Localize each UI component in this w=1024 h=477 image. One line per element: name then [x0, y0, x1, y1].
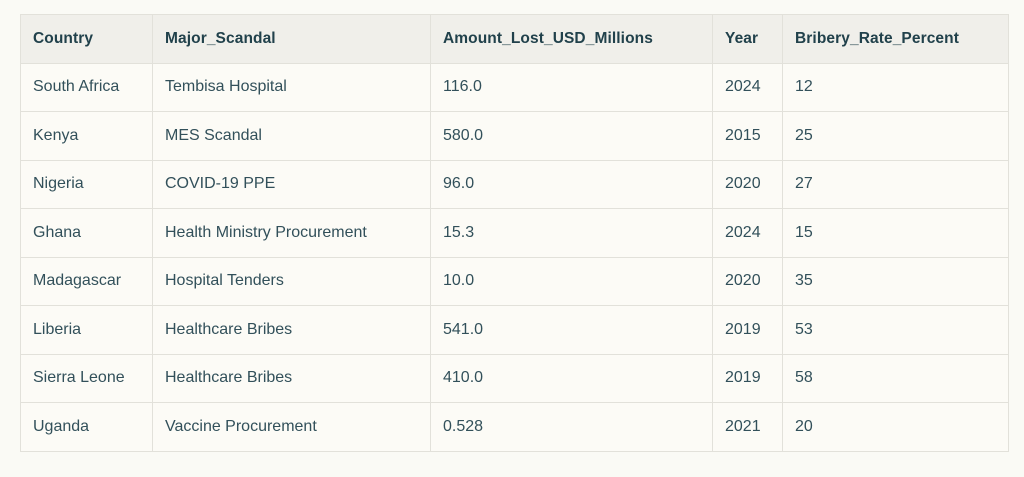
cell-year: 2021 — [712, 402, 783, 452]
cell-year: 2015 — [712, 111, 783, 161]
cell-amount-lost: 96.0 — [430, 159, 713, 209]
table-body: South Africa Tembisa Hospital 116.0 2024… — [20, 62, 1009, 452]
column-header-year: Year — [712, 14, 783, 64]
column-header-major-scandal: Major_Scandal — [152, 14, 431, 64]
table-row: Liberia Healthcare Bribes 541.0 2019 53 — [20, 305, 1009, 355]
cell-major-scandal: Tembisa Hospital — [152, 62, 431, 112]
cell-major-scandal: Healthcare Bribes — [152, 305, 431, 355]
cell-major-scandal: Healthcare Bribes — [152, 353, 431, 403]
cell-major-scandal: MES Scandal — [152, 111, 431, 161]
cell-bribery-rate: 15 — [782, 208, 1009, 258]
cell-amount-lost: 10.0 — [430, 256, 713, 306]
cell-amount-lost: 580.0 — [430, 111, 713, 161]
cell-bribery-rate: 25 — [782, 111, 1009, 161]
cell-bribery-rate: 12 — [782, 62, 1009, 112]
cell-amount-lost: 541.0 — [430, 305, 713, 355]
cell-country: Liberia — [20, 305, 153, 355]
cell-year: 2024 — [712, 208, 783, 258]
cell-major-scandal: COVID-19 PPE — [152, 159, 431, 209]
cell-major-scandal: Health Ministry Procurement — [152, 208, 431, 258]
column-header-bribery-rate: Bribery_Rate_Percent — [782, 14, 1009, 64]
cell-year: 2019 — [712, 353, 783, 403]
table-row: Nigeria COVID-19 PPE 96.0 2020 27 — [20, 159, 1009, 209]
cell-year: 2019 — [712, 305, 783, 355]
cell-amount-lost: 0.528 — [430, 402, 713, 452]
cell-year: 2020 — [712, 256, 783, 306]
cell-year: 2024 — [712, 62, 783, 112]
cell-bribery-rate: 53 — [782, 305, 1009, 355]
cell-major-scandal: Vaccine Procurement — [152, 402, 431, 452]
column-header-country: Country — [20, 14, 153, 64]
cell-bribery-rate: 20 — [782, 402, 1009, 452]
table-row: Ghana Health Ministry Procurement 15.3 2… — [20, 208, 1009, 258]
cell-country: Uganda — [20, 402, 153, 452]
cell-bribery-rate: 27 — [782, 159, 1009, 209]
table-header: Country Major_Scandal Amount_Lost_USD_Mi… — [20, 14, 1009, 64]
cell-bribery-rate: 58 — [782, 353, 1009, 403]
cell-amount-lost: 410.0 — [430, 353, 713, 403]
cell-country: Ghana — [20, 208, 153, 258]
cell-major-scandal: Hospital Tenders — [152, 256, 431, 306]
table-row: Sierra Leone Healthcare Bribes 410.0 201… — [20, 353, 1009, 403]
header-row: Country Major_Scandal Amount_Lost_USD_Mi… — [20, 14, 1009, 64]
cell-country: Kenya — [20, 111, 153, 161]
cell-year: 2020 — [712, 159, 783, 209]
cell-bribery-rate: 35 — [782, 256, 1009, 306]
cell-country: Sierra Leone — [20, 353, 153, 403]
scandals-table-container: Country Major_Scandal Amount_Lost_USD_Mi… — [20, 14, 1009, 452]
cell-country: Nigeria — [20, 159, 153, 209]
cell-amount-lost: 116.0 — [430, 62, 713, 112]
scandals-table: Country Major_Scandal Amount_Lost_USD_Mi… — [20, 14, 1009, 452]
cell-country: South Africa — [20, 62, 153, 112]
table-row: Madagascar Hospital Tenders 10.0 2020 35 — [20, 256, 1009, 306]
column-header-amount-lost: Amount_Lost_USD_Millions — [430, 14, 713, 64]
table-row: South Africa Tembisa Hospital 116.0 2024… — [20, 62, 1009, 112]
table-row: Kenya MES Scandal 580.0 2015 25 — [20, 111, 1009, 161]
cell-amount-lost: 15.3 — [430, 208, 713, 258]
cell-country: Madagascar — [20, 256, 153, 306]
table-row: Uganda Vaccine Procurement 0.528 2021 20 — [20, 402, 1009, 452]
